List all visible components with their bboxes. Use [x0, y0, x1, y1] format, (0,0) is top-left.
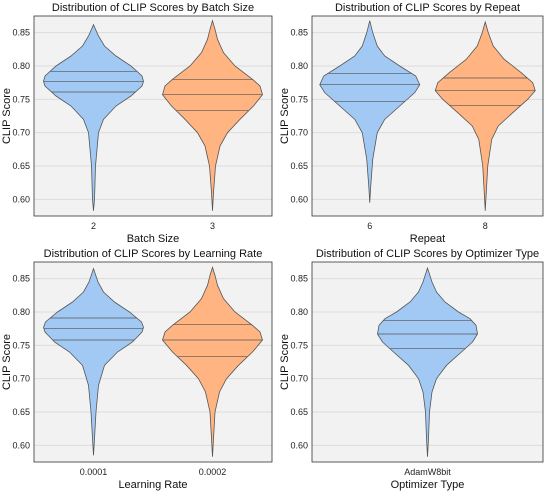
- panel-2-x-tick-label: 6: [367, 221, 372, 231]
- chart-panel-4: 0.60 0.65 0.70 0.75 0.80 0.85 AdamW8bit Distrib…: [279, 248, 544, 491]
- panel-2-y-axis-label: CLIP Score: [279, 88, 291, 144]
- panel-4-y-tick-label: 0.60: [290, 440, 308, 450]
- panel-2-x-tick-label: 8: [483, 221, 488, 231]
- panel-4-y-tick-label: 0.80: [290, 307, 308, 317]
- panel-2-y-tick-label: 0.80: [290, 61, 308, 71]
- panel-2-x-axis-label: Repeat: [410, 233, 445, 245]
- panel-1-y-tick-label: 0.75: [12, 94, 30, 104]
- panel-2-title: Distribution of CLIP Scores by Repeat: [335, 2, 520, 14]
- panel-4-x-tick-label: AdamW8bit: [404, 467, 451, 477]
- panel-3-title: Distribution of CLIP Scores by Learning …: [44, 248, 263, 260]
- chart-panel-3: 0.60 0.65 0.70 0.75 0.80 0.85 0.0001 0.0002 Dist…: [1, 248, 273, 491]
- panel-3-plot-frame: [33, 261, 273, 463]
- panel-2-violin-2: [434, 20, 536, 211]
- panel-3-y-tick-label: 0.70: [12, 374, 30, 384]
- panel-1-title: Distribution of CLIP Scores by Batch Siz…: [52, 2, 254, 14]
- panel-2-y-tick-label: 0.75: [290, 94, 308, 104]
- panel-2-y-tick-label: 0.70: [290, 128, 308, 138]
- panel-1-y-tick-label: 0.70: [12, 128, 30, 138]
- panel-1-x-tick-label: 2: [91, 221, 96, 231]
- panel-1-x-axis-label: Batch Size: [127, 233, 180, 245]
- panel-1-x-tick-label: 3: [210, 221, 215, 231]
- panel-3-y-tick-label: 0.60: [12, 440, 30, 450]
- panel-1-y-tick-label: 0.65: [12, 161, 30, 171]
- panel-3-x-tick-label: 0.0002: [199, 467, 227, 477]
- panel-3-y-axis-label: CLIP Score: [1, 334, 13, 390]
- panel-4-y-tick-label: 0.75: [290, 340, 308, 350]
- panel-3-x-tick-label: 0.0001: [80, 467, 108, 477]
- panel-3-y-tick-label: 0.65: [12, 407, 30, 417]
- panel-3-y-tick-label: 0.80: [12, 307, 30, 317]
- panel-3-y-tick-label: 0.75: [12, 340, 30, 350]
- panel-2-y-tick-label: 0.65: [290, 161, 308, 171]
- panel-4-plot-frame: [311, 261, 544, 463]
- chart-panel-2: 0.60 0.65 0.70 0.75 0.80 0.85 6 8 Distribution o…: [279, 2, 544, 245]
- panel-2-y-tick-label: 0.85: [290, 28, 308, 38]
- panel-1-violin-2: [162, 19, 263, 211]
- panel-1-y-tick-label: 0.85: [12, 28, 30, 38]
- panel-4-y-tick-label: 0.65: [290, 407, 308, 417]
- panel-4-violin-1: [377, 266, 478, 457]
- panel-4-x-axis-label: Optimizer Type: [391, 479, 465, 491]
- panel-3-y-tick-label: 0.85: [12, 274, 30, 284]
- panel-3-x-axis-label: Learning Rate: [118, 479, 187, 491]
- panel-4-y-tick-label: 0.70: [290, 374, 308, 384]
- panel-1-y-axis-label: CLIP Score: [1, 88, 13, 144]
- panel-4-title: Distribution of CLIP Scores by Optimizer…: [316, 248, 539, 260]
- panel-1-y-tick-label: 0.80: [12, 61, 30, 71]
- panel-4-y-axis-label: CLIP Score: [279, 334, 291, 390]
- panel-1-plot-frame: [33, 15, 273, 217]
- panel-1-y-tick-label: 0.60: [12, 194, 30, 204]
- panel-2-violin-1: [319, 20, 421, 203]
- panel-3-violin-2: [162, 265, 263, 457]
- chart-panel-1: 0.60 0.65 0.70 0.75 0.80 0.85 2 3 Distribution o…: [1, 2, 273, 245]
- panel-4-y-tick-label: 0.85: [290, 274, 308, 284]
- panel-3-violin-1: [43, 267, 144, 456]
- panel-2-y-tick-label: 0.60: [290, 194, 308, 204]
- panel-2-plot-frame: [311, 15, 544, 217]
